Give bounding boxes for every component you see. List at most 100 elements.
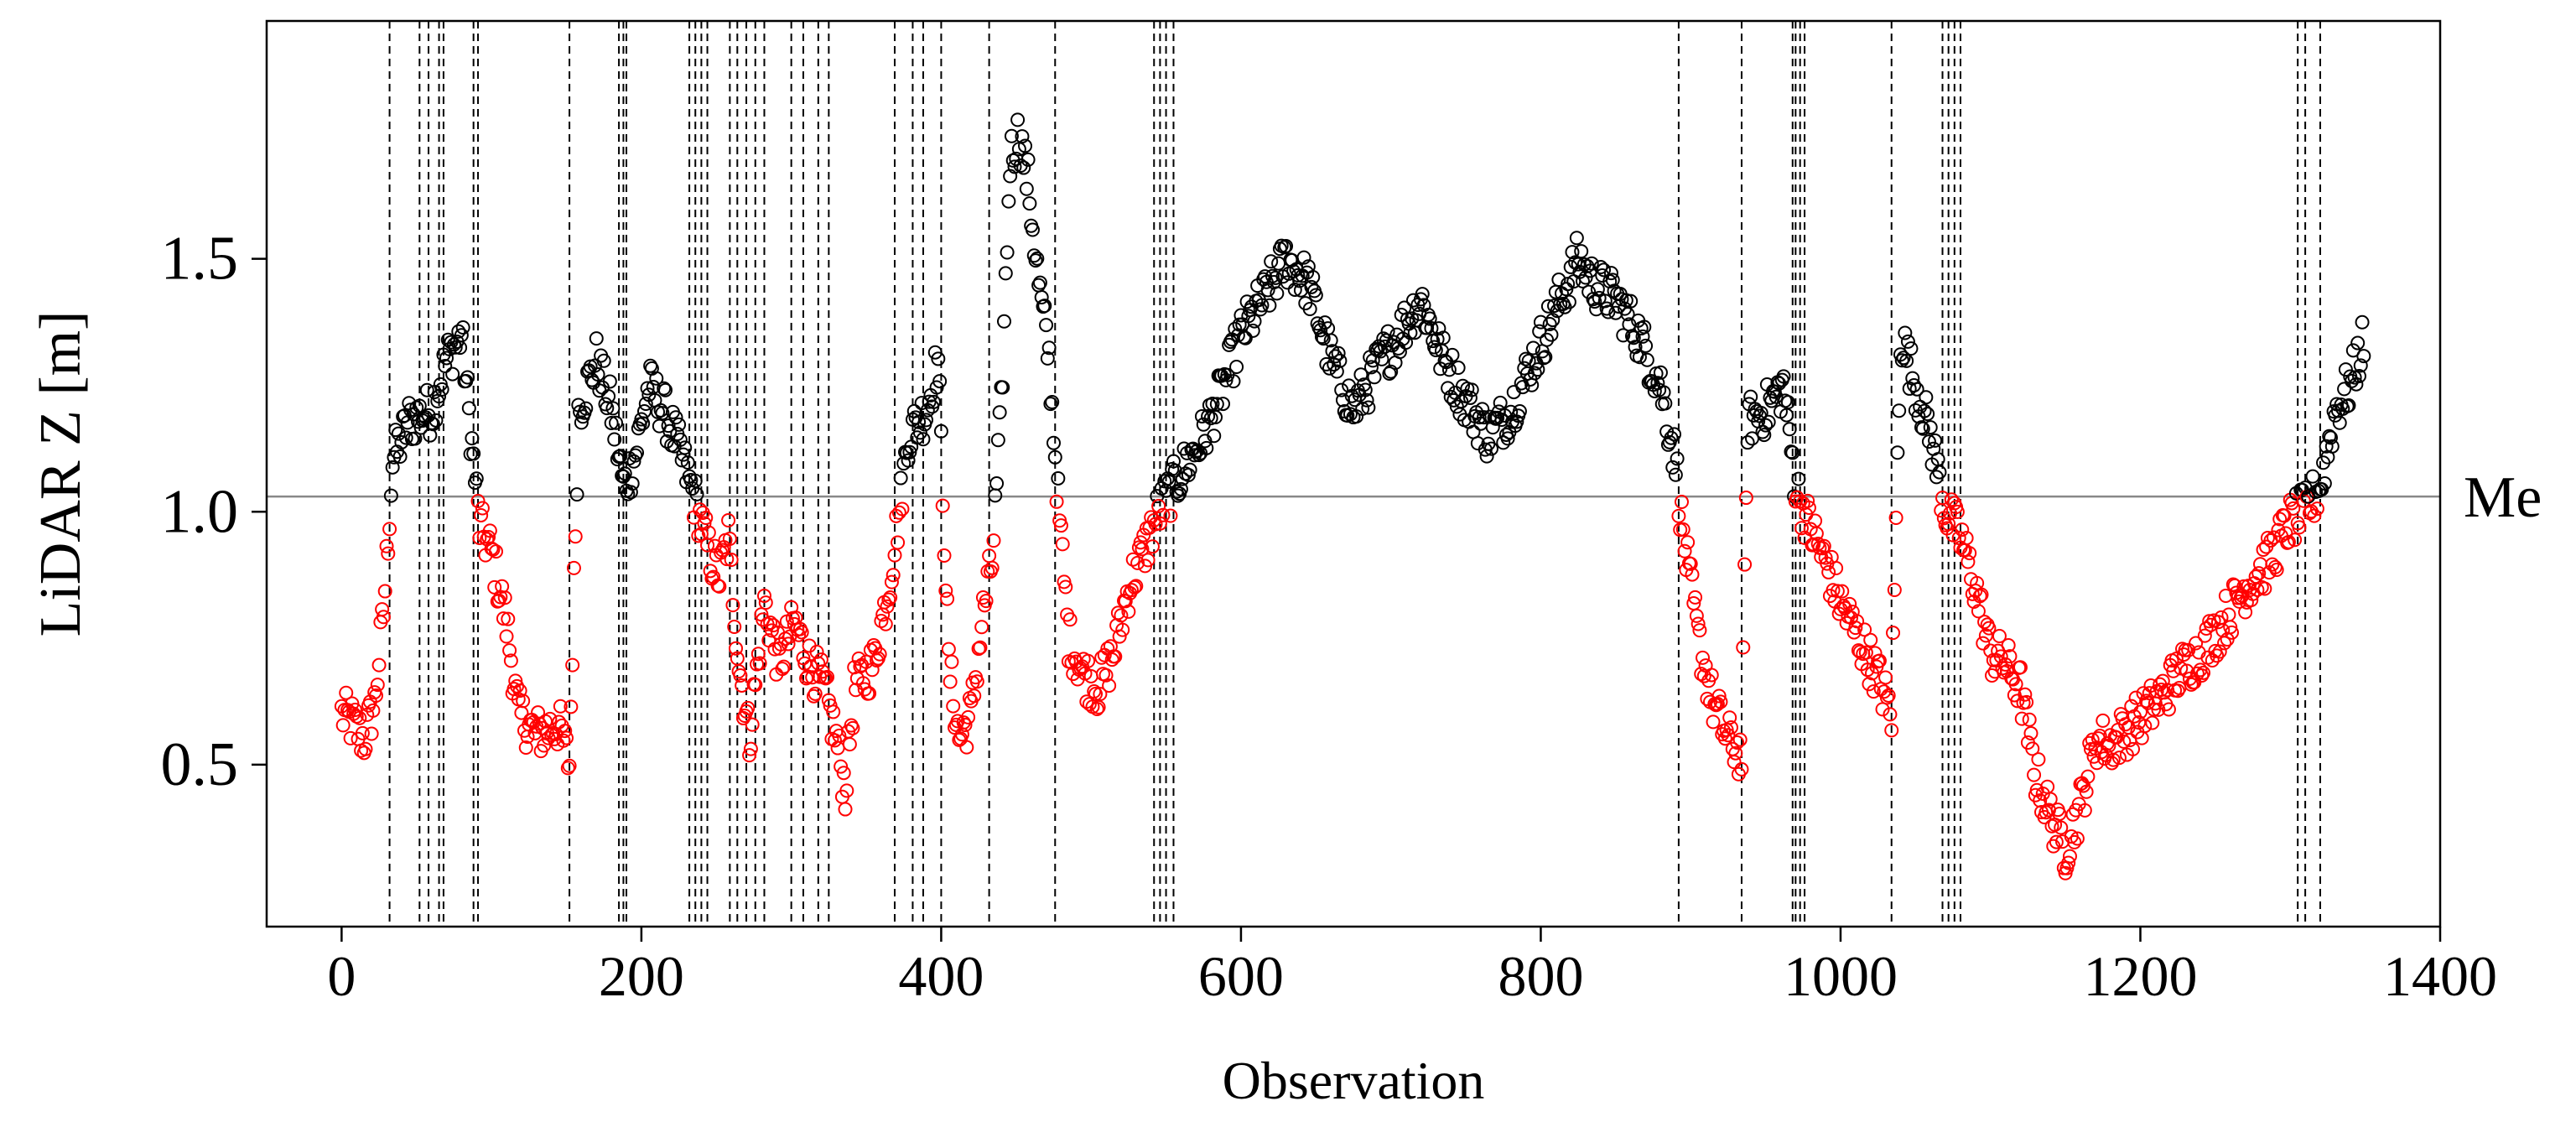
data-point <box>1358 382 1373 397</box>
data-point <box>1721 728 1736 743</box>
data-point <box>725 598 740 613</box>
data-point <box>1860 662 1875 678</box>
data-point <box>722 531 737 546</box>
data-point <box>1028 253 1043 268</box>
data-point <box>2019 694 2034 709</box>
data-point <box>657 381 672 396</box>
data-point <box>827 733 842 748</box>
data-point <box>1842 596 1857 611</box>
data-point <box>1675 522 1690 537</box>
data-point <box>1884 723 1899 738</box>
data-point <box>1118 594 1133 609</box>
data-point <box>499 629 514 644</box>
data-point <box>1441 362 1457 377</box>
data-point <box>1776 369 1791 384</box>
data-point <box>408 431 423 446</box>
data-point <box>975 590 990 605</box>
data-point <box>1130 555 1145 570</box>
data-point <box>1509 414 1524 429</box>
data-point <box>775 662 790 677</box>
data-point <box>590 367 605 382</box>
data-point <box>745 717 760 732</box>
data-point <box>1005 153 1021 168</box>
data-point <box>630 445 645 460</box>
data-point <box>1521 353 1536 368</box>
data-point <box>1238 330 1253 345</box>
data-point <box>2049 834 2064 849</box>
data-point <box>883 590 898 605</box>
data-point <box>339 685 354 700</box>
data-point <box>1892 403 1907 418</box>
data-point <box>1110 605 1125 621</box>
data-point <box>2139 693 2154 709</box>
data-point <box>2353 358 2368 373</box>
data-point <box>531 705 546 720</box>
data-point <box>1167 463 1182 478</box>
data-point <box>569 487 584 502</box>
data-point <box>1515 380 1530 395</box>
data-point <box>1201 408 1216 423</box>
data-point <box>1007 159 1022 174</box>
data-point <box>601 389 616 404</box>
data-point <box>1768 389 1784 404</box>
data-point <box>979 594 994 609</box>
data-point <box>638 397 653 412</box>
data-point <box>489 544 504 559</box>
data-point <box>758 595 773 610</box>
data-point <box>2338 362 2353 377</box>
data-point <box>1626 330 1641 345</box>
data-point <box>2337 382 2352 397</box>
data-point <box>394 434 409 449</box>
data-point <box>454 328 469 343</box>
data-point <box>1010 112 1026 127</box>
data-point <box>969 674 984 689</box>
data-point <box>1713 694 1728 709</box>
data-point <box>1051 470 1066 486</box>
data-point <box>1046 435 1061 450</box>
data-point <box>967 688 982 704</box>
data-point <box>796 651 811 666</box>
data-point <box>475 501 490 516</box>
data-point <box>1620 307 1635 322</box>
data-point <box>1782 422 1797 437</box>
data-point <box>2307 508 2322 523</box>
data-point <box>1710 696 1725 711</box>
data-point <box>1445 347 1460 362</box>
data-point <box>927 345 943 360</box>
data-point <box>2128 690 2143 705</box>
data-point <box>1730 735 1745 750</box>
data-point <box>1887 583 1902 598</box>
data-point <box>1151 499 1166 514</box>
data-point <box>379 538 394 553</box>
data-point <box>1145 539 1160 554</box>
data-point <box>1800 493 1815 508</box>
data-point <box>1667 427 1682 442</box>
data-point <box>1226 374 1241 389</box>
data-point <box>1857 622 1872 637</box>
data-point <box>2350 335 2366 351</box>
data-point <box>2305 469 2320 484</box>
data-point <box>808 686 823 701</box>
data-point <box>2001 638 2016 653</box>
data-point <box>884 574 899 590</box>
data-point <box>1102 678 1117 693</box>
data-point <box>1037 299 1052 314</box>
data-point <box>919 413 934 428</box>
data-point <box>1603 266 1618 281</box>
data-point <box>895 501 910 517</box>
data-point <box>1115 622 1130 637</box>
data-point <box>912 425 927 440</box>
data-point <box>1928 433 1943 448</box>
data-point <box>1088 687 1104 702</box>
data-point <box>943 674 958 689</box>
data-point <box>609 415 624 430</box>
data-point <box>680 455 695 470</box>
data-point <box>366 703 381 718</box>
data-point <box>392 449 408 465</box>
data-point <box>1915 421 1930 436</box>
data-point <box>2309 501 2324 517</box>
data-point <box>992 405 1007 420</box>
data-point <box>574 415 589 430</box>
data-point <box>1815 541 1831 556</box>
data-point <box>1019 181 1034 196</box>
